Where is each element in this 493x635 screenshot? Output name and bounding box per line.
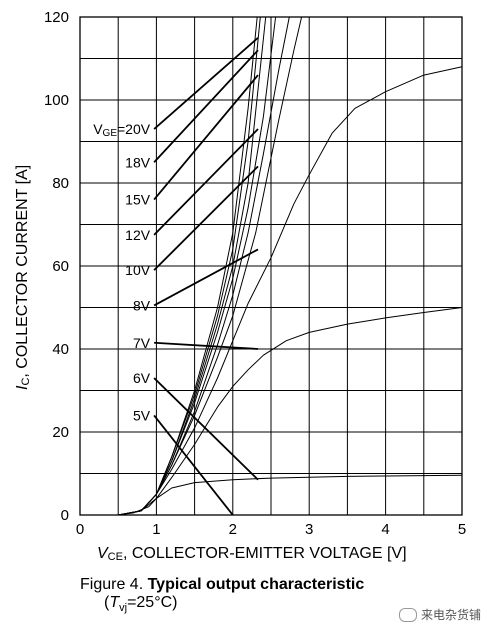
y-tick-label: 20 — [52, 424, 69, 441]
x-axis-title: VCE, COLLECTOR-EMITTER VOLTAGE [V] — [97, 545, 407, 563]
x-tick-label: 1 — [152, 521, 160, 538]
output-characteristic-chart: 0 1 2 3 4 5 0 20 40 60 80 100 120 VGE=20V 18V 15V 12V 10… — [14, 9, 466, 563]
leader-line-6v — [153, 377, 259, 481]
leader-line-8v — [153, 248, 259, 307]
leader-line-15v — [153, 74, 259, 201]
x-tick-label: 0 — [76, 521, 84, 538]
caption-prefix: Figure 4. — [80, 576, 148, 593]
x-tick-label: 5 — [458, 521, 466, 538]
plot-frame — [79, 16, 463, 516]
y-tick-label: 80 — [52, 175, 69, 192]
x-tick-label: 3 — [305, 521, 313, 538]
leader-line-20v — [153, 37, 259, 130]
caption-title: Typical output characteristic — [147, 576, 365, 593]
leader-line-18v — [153, 49, 259, 163]
watermark: 来电杂货铺 — [398, 606, 481, 623]
curve-label-15v: 15V — [125, 192, 151, 208]
leader-line-7v — [154, 341, 259, 350]
x-tick-label: 4 — [381, 521, 389, 538]
curve-label-6v: 6V — [133, 370, 151, 386]
series-line-vge-20v — [118, 16, 258, 516]
curves — [118, 16, 463, 516]
y-tick-label: 120 — [44, 9, 69, 26]
y-tick-label: 60 — [52, 258, 69, 275]
series-line-vge-7v — [118, 66, 463, 516]
curve-label-7v: 7V — [133, 335, 151, 351]
curve-label-12v: 12V — [125, 227, 151, 243]
series-line-vge-6v — [118, 307, 463, 516]
tick-labels: 0 1 2 3 4 5 0 20 40 60 80 100 120 — [44, 9, 466, 538]
y-axis-title: IC, COLLECTOR CURRENT [A] — [14, 165, 32, 390]
x-tick-label: 2 — [229, 521, 237, 538]
leader-line-10v — [153, 165, 259, 271]
curve-labels: VGE=20V 18V 15V 12V 10V 8V 7V 6V 5V — [93, 121, 151, 423]
curve-label-10v: 10V — [125, 262, 151, 278]
curve-label-5v: 5V — [133, 407, 151, 423]
leader-line-5v — [153, 414, 234, 516]
y-tick-label: 0 — [61, 507, 69, 524]
curve-label-20v: VGE=20V — [93, 121, 151, 139]
curve-label-8v: 8V — [133, 297, 151, 313]
label-leaders — [153, 37, 259, 516]
figure-caption: Figure 4. Typical output characteristic … — [80, 576, 364, 617]
curve-label-18v: 18V — [125, 154, 151, 170]
series-line-vge-5v — [118, 474, 463, 516]
y-tick-label: 40 — [52, 341, 69, 358]
leader-line-12v — [153, 128, 259, 236]
grid — [80, 17, 462, 515]
watermark-text: 来电杂货铺 — [420, 608, 481, 622]
wechat-icon — [398, 607, 417, 622]
y-tick-label: 100 — [44, 92, 69, 109]
caption-condition: (Tvj=25°C) — [104, 594, 178, 615]
